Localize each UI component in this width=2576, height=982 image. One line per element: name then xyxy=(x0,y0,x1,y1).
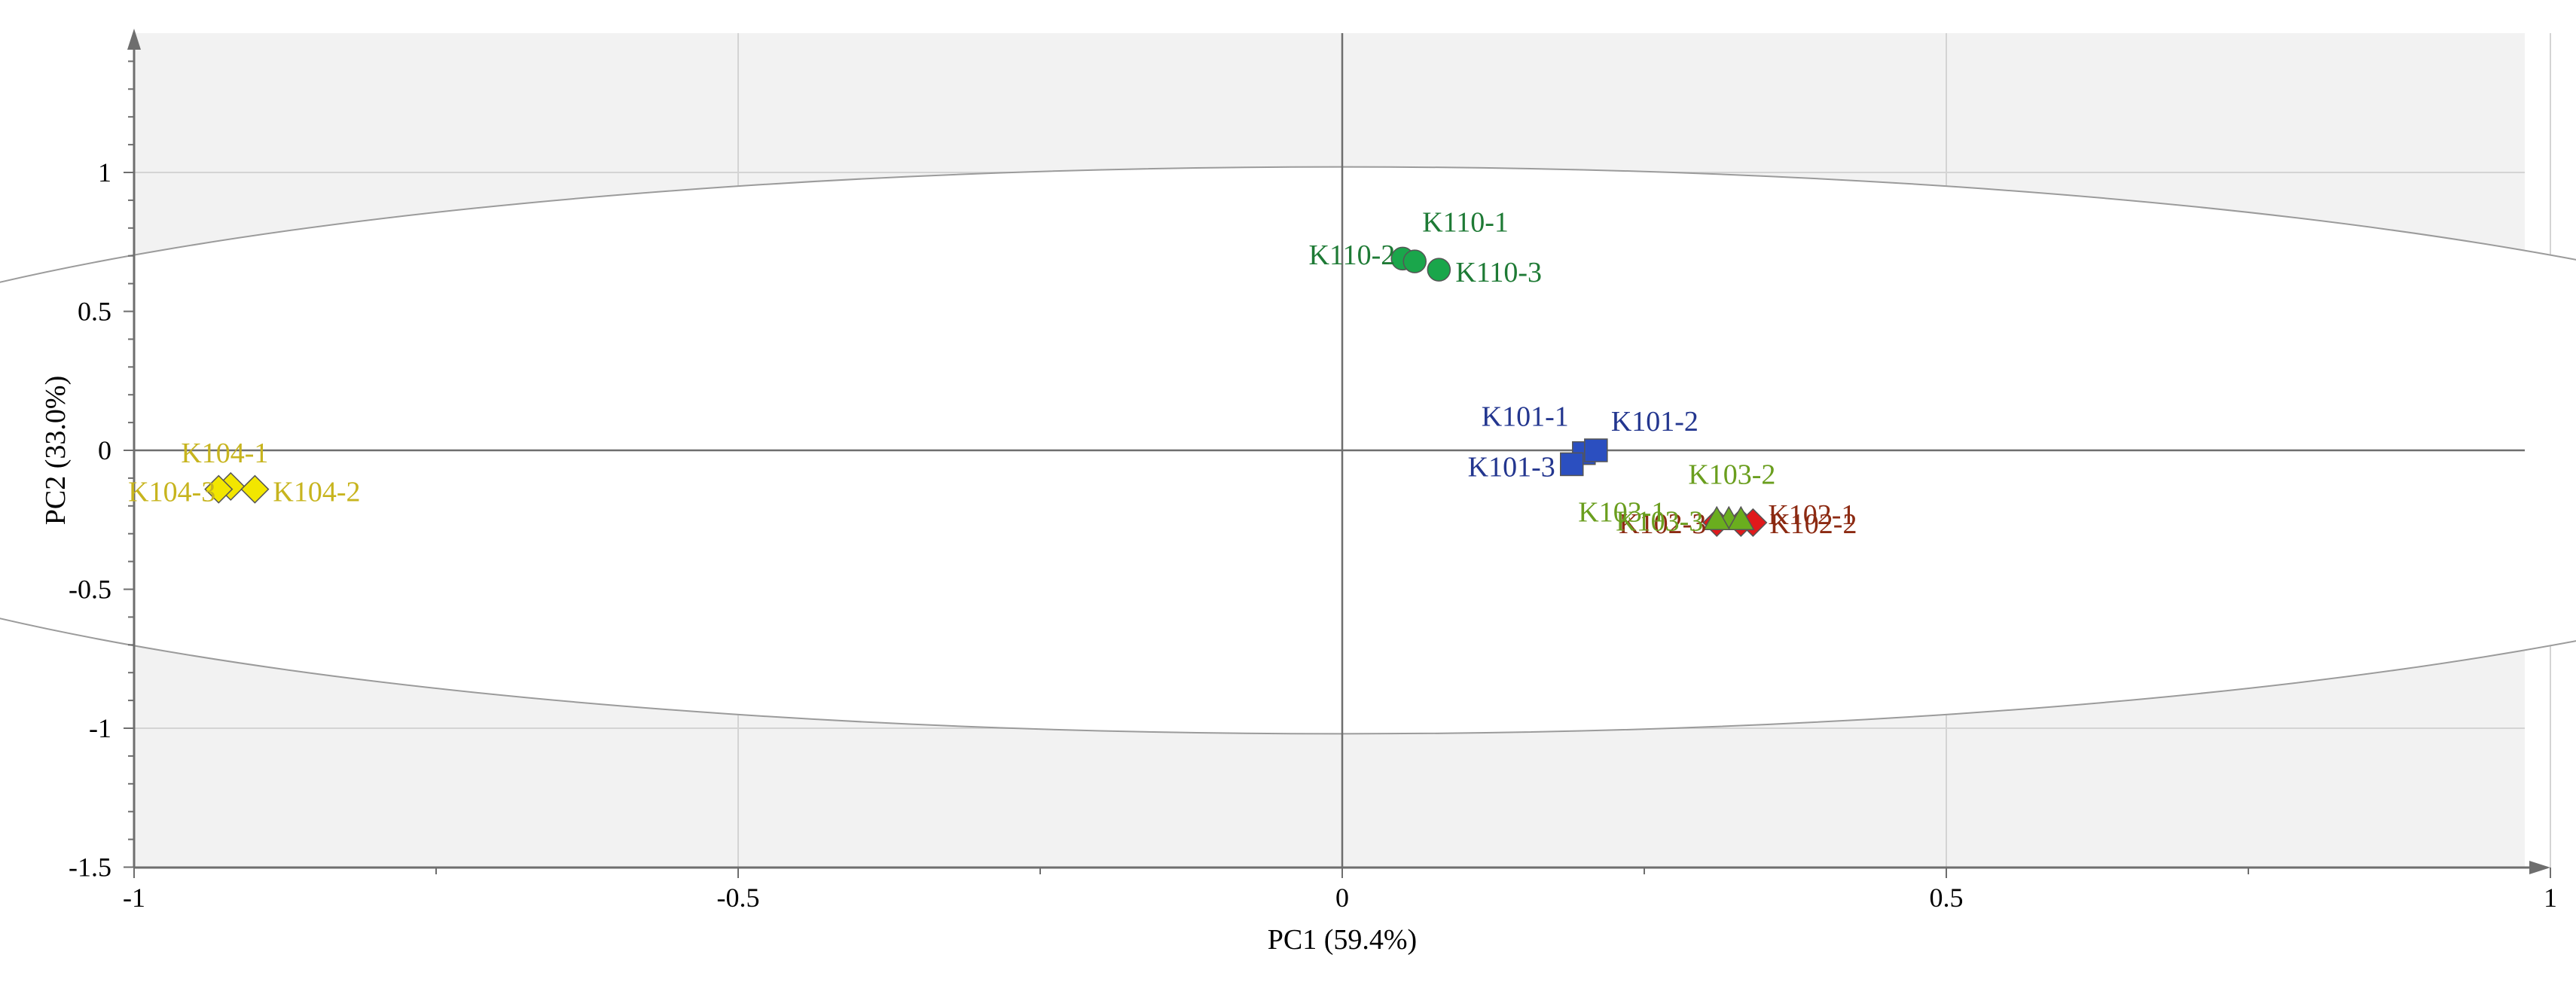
x-tick-label: 1 xyxy=(2544,883,2557,913)
point-label: K110-3 xyxy=(1455,257,1542,288)
y-tick-label: 0 xyxy=(98,435,111,465)
point-label: K110-1 xyxy=(1422,206,1509,238)
x-tick-label: -1 xyxy=(123,883,145,913)
x-tick-label: 0 xyxy=(1335,883,1349,913)
y-axis-title: PC2 (33.0%) xyxy=(40,376,72,525)
point-label: K102-2 xyxy=(1769,508,1857,540)
point-label: K104-3 xyxy=(128,477,215,508)
y-tick-label: -0.5 xyxy=(69,575,111,605)
y-tick-label: 1 xyxy=(98,157,111,188)
point-label: K103-2 xyxy=(1688,459,1775,490)
y-tick-label: -1.5 xyxy=(69,852,111,883)
data-points xyxy=(204,246,1768,538)
point-label: K104-2 xyxy=(273,477,360,508)
x-axis-title: PC1 (59.4%) xyxy=(1268,924,1417,956)
data-point-diamond xyxy=(240,474,270,504)
data-point-circle xyxy=(1402,249,1427,273)
y-axis-arrow xyxy=(127,29,141,50)
point-labels: K110-1 K110-2 K110-3 K101-1 K101-2 K101-3 K104… xyxy=(128,206,1857,540)
point-label: K101-3 xyxy=(1468,451,1555,483)
point-label: K104-1 xyxy=(181,438,268,469)
data-point-circle xyxy=(1427,258,1451,282)
data-point-diamond xyxy=(204,474,233,504)
point-label: K101-2 xyxy=(1611,406,1699,438)
x-tick-label: 0.5 xyxy=(1930,883,1964,913)
data-point-triangle xyxy=(1727,505,1755,530)
point-label: K101-1 xyxy=(1482,401,1569,433)
point-label: K102-3 xyxy=(1619,508,1706,540)
tick-labels: -1.5-1-0.500.51-1.5-1-0.500.51 xyxy=(69,157,2557,913)
point-label: K103-3 xyxy=(1616,505,1703,537)
point-label: K102-1 xyxy=(1768,499,1855,531)
data-point-triangle xyxy=(1702,505,1731,530)
y-tick-label: -1 xyxy=(89,713,111,743)
x-tick-label: -0.5 xyxy=(717,883,760,913)
x-axis-arrow xyxy=(2529,861,2550,874)
point-label: K103-1 xyxy=(1578,496,1665,528)
axes xyxy=(124,29,2551,878)
point-label: K110-2 xyxy=(1309,239,1396,271)
data-point-square xyxy=(1584,438,1608,462)
y-tick-label: 0.5 xyxy=(78,297,111,327)
data-point-square xyxy=(1560,452,1584,477)
